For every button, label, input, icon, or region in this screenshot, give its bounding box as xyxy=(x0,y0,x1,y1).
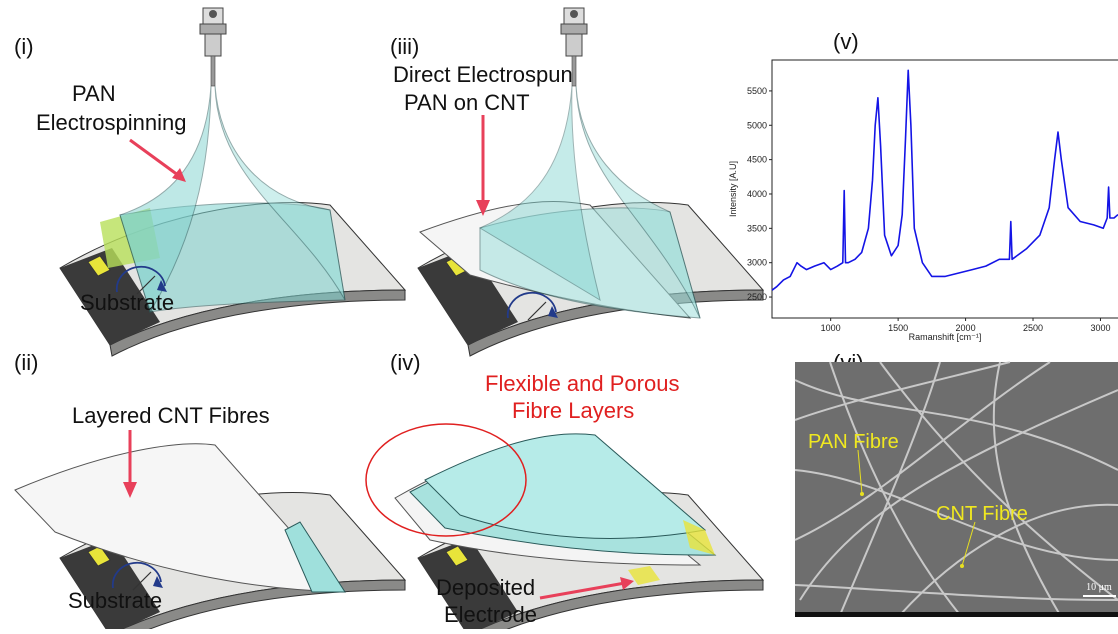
electrode-label: Electrode xyxy=(444,602,537,627)
nozzle xyxy=(200,8,226,86)
annotation: Flexible and Porous xyxy=(485,371,679,396)
y-axis-label: Intensity [A.U] xyxy=(728,161,738,217)
spectrum-chart: Ramanshift [cm⁻¹] Intensity [A.U] 2500 30… xyxy=(728,60,1118,342)
x-tick-label: 2000 xyxy=(956,323,976,333)
x-tick-label: 3000 xyxy=(1090,323,1110,333)
panel-label: (ii) xyxy=(14,350,38,375)
y-tick-label: 4000 xyxy=(747,189,767,199)
panel-vi: (vi) 10 μm PAN Fibre CNT Fibre xyxy=(795,350,1118,617)
annotation: PAN xyxy=(72,81,116,106)
panel-label: (i) xyxy=(14,34,34,59)
x-tick-label: 1000 xyxy=(821,323,841,333)
pointer-dot xyxy=(960,564,964,568)
y-tick-label: 3500 xyxy=(747,223,767,233)
annotation: Fibre Layers xyxy=(512,398,634,423)
arrow xyxy=(130,140,182,178)
figure: (i) PAN Electrospinning Substrate (iii) … xyxy=(0,0,1118,629)
panel-label: (iv) xyxy=(390,350,421,375)
panel-label: (v) xyxy=(833,29,859,54)
panel-iii: (iii) Direct Electrospun PAN on CNT xyxy=(390,8,763,356)
y-tick-label: 3000 xyxy=(747,258,767,268)
y-tick-label: 5000 xyxy=(747,120,767,130)
pointer-dot xyxy=(860,492,864,496)
scale-label: 10 μm xyxy=(1086,582,1112,593)
panel-ii: (ii) Layered CNT Fibres Substrate xyxy=(14,350,405,629)
y-tick-label: 4500 xyxy=(747,155,767,165)
annotation: Electrospinning xyxy=(36,110,186,135)
substrate-label: Substrate xyxy=(80,290,174,315)
panel-i: (i) PAN Electrospinning Substrate xyxy=(14,8,405,356)
y-tick-label: 2500 xyxy=(747,292,767,302)
electrode-label: Deposited xyxy=(436,575,535,600)
spectrum-line xyxy=(772,70,1118,290)
annotation: Direct Electrospun xyxy=(393,62,573,87)
panel-iv: (iv) Flexible and Porous Fibre Layers De… xyxy=(366,350,763,629)
x-tick-label: 2500 xyxy=(1023,323,1043,333)
fibre-label: CNT Fibre xyxy=(936,503,1028,525)
fibre-label: PAN Fibre xyxy=(808,431,899,453)
panel-label: (iii) xyxy=(390,34,419,59)
annotation: Layered CNT Fibres xyxy=(72,403,270,428)
image-bar xyxy=(795,612,1118,617)
annotation: PAN on CNT xyxy=(404,90,530,115)
substrate-label: Substrate xyxy=(68,588,162,613)
x-axis-label: Ramanshift [cm⁻¹] xyxy=(909,332,982,342)
y-tick-label: 5500 xyxy=(747,86,767,96)
x-tick-label: 1500 xyxy=(888,323,908,333)
